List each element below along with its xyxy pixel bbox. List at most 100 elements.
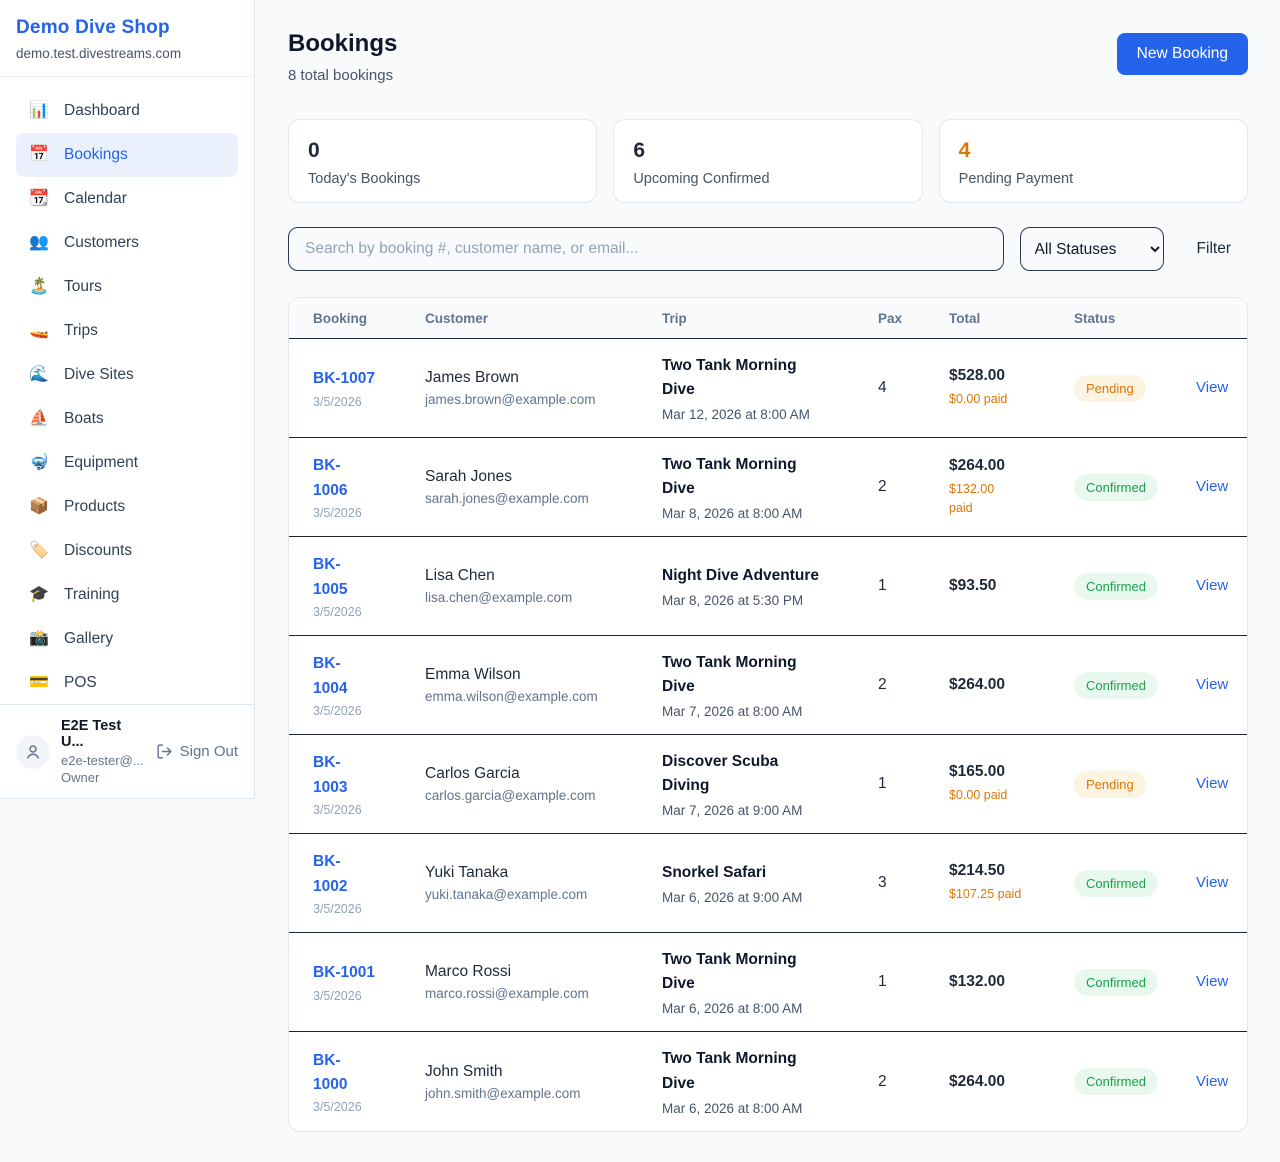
actions-cell: View: [1196, 775, 1228, 793]
total-amount: $214.50: [949, 862, 1006, 880]
booking-cell: BK- 1000 3/5/2026: [313, 1049, 425, 1114]
sidebar-item-label: Dashboard: [64, 102, 140, 119]
view-booking-link[interactable]: View: [1196, 577, 1229, 594]
sidebar-item-label: Discounts: [64, 542, 133, 559]
total-cell: $264.00 $132.00 paid: [949, 457, 1074, 516]
customer-email: lisa.chen@example.com: [425, 590, 573, 605]
view-booking-link[interactable]: View: [1196, 775, 1229, 792]
booking-id-link[interactable]: BK-1001: [313, 964, 376, 982]
total-cell: $214.50 $107.25 paid: [949, 862, 1074, 903]
sidebar-item-calendar[interactable]: 📆 Calendar: [16, 177, 238, 221]
sidebar-item-discounts[interactable]: 🏷️ Discounts: [16, 529, 238, 573]
package-icon: 📦: [29, 498, 49, 515]
trip-title: Discover Scuba Diving: [662, 752, 779, 794]
actions-cell: View: [1196, 1073, 1228, 1091]
booking-id-link[interactable]: BK- 1006: [313, 457, 348, 499]
sidebar-item-equipment[interactable]: 🤿 Equipment: [16, 441, 238, 485]
sidebar-item-training[interactable]: 🎓 Training: [16, 573, 238, 617]
trip-cell: Two Tank Morning Dive Mar 6, 2026 at 8:0…: [662, 948, 878, 1016]
sidebar-item-trips[interactable]: 🚤 Trips: [16, 309, 238, 353]
booking-date: 3/5/2026: [313, 394, 362, 409]
bookings-table: Booking Customer Trip Pax Total Status B…: [288, 297, 1248, 1132]
view-booking-link[interactable]: View: [1196, 676, 1229, 693]
view-booking-link[interactable]: View: [1196, 379, 1229, 396]
pax-value: 1: [878, 973, 887, 990]
trip-datetime: Mar 6, 2026 at 8:00 AM: [662, 1001, 803, 1017]
sidebar-item-label: Boats: [64, 410, 104, 427]
status-cell: Confirmed: [1074, 671, 1196, 699]
sidebar-item-customers[interactable]: 👥 Customers: [16, 221, 238, 265]
sidebar-item-products[interactable]: 📦 Products: [16, 485, 238, 529]
stat-value: 6: [633, 139, 646, 162]
col-header-trip: Trip: [662, 310, 687, 326]
new-booking-button[interactable]: New Booking: [1116, 33, 1248, 75]
view-booking-link[interactable]: View: [1196, 874, 1229, 891]
booking-date: 3/5/2026: [313, 802, 362, 817]
search-input[interactable]: [288, 227, 1004, 271]
sidebar-item-label: Equipment: [64, 454, 139, 471]
customer-name: Carlos Garcia: [425, 765, 520, 782]
dashboard-icon: 📊: [29, 102, 49, 119]
actions-cell: View: [1196, 478, 1228, 496]
paid-amount: $107.25 paid: [949, 887, 1022, 902]
sidebar-item-boats[interactable]: ⛵ Boats: [16, 397, 238, 441]
filter-button[interactable]: Filter: [1196, 240, 1231, 257]
customer-name: Emma Wilson: [425, 666, 521, 683]
status-select[interactable]: All Statuses: [1019, 227, 1164, 271]
sidebar-item-label: Dive Sites: [64, 366, 134, 383]
booking-id-link[interactable]: BK-1007: [313, 370, 376, 388]
actions-cell: View: [1196, 874, 1228, 892]
sidebar-item-gallery[interactable]: 📸 Gallery: [16, 617, 238, 661]
view-booking-link[interactable]: View: [1196, 973, 1229, 990]
booking-id-link[interactable]: BK- 1003: [313, 754, 348, 796]
booking-id-link[interactable]: BK- 1000: [313, 1051, 348, 1093]
camera-icon: 📸: [29, 630, 49, 647]
total-cell: $264.00: [949, 676, 1074, 694]
trip-datetime: Mar 12, 2026 at 8:00 AM: [662, 407, 810, 423]
booking-id-link[interactable]: BK- 1005: [313, 556, 348, 598]
booking-date: 3/5/2026: [313, 703, 362, 718]
person-icon: [27, 744, 39, 759]
sidebar-item-label: Bookings: [64, 146, 128, 163]
trip-title: Two Tank Morning Dive: [662, 356, 797, 398]
credit-card-icon: 💳: [29, 674, 49, 691]
booking-cell: BK- 1002 3/5/2026: [313, 850, 425, 915]
sidebar-item-tours[interactable]: 🏝️ Tours: [16, 265, 238, 309]
view-booking-link[interactable]: View: [1196, 1072, 1229, 1090]
trip-datetime: Mar 6, 2026 at 9:00 AM: [662, 890, 803, 905]
customer-cell: James Brown james.brown@example.com: [425, 369, 662, 407]
sidebar-item-dashboard[interactable]: 📊 Dashboard: [16, 89, 238, 133]
booking-cell: BK- 1006 3/5/2026: [313, 454, 425, 519]
trip-datetime: Mar 8, 2026 at 5:30 PM: [662, 593, 804, 608]
pax-value: 3: [878, 874, 887, 891]
user-section: E2E Test U... e2e-tester@... Owner Sign …: [0, 704, 254, 798]
trip-datetime: Mar 7, 2026 at 9:00 AM: [662, 803, 803, 819]
trip-title: Two Tank Morning Dive: [662, 950, 797, 992]
sidebar-item-dive-sites[interactable]: 🌊 Dive Sites: [16, 353, 238, 397]
sidebar-item-bookings[interactable]: 📅 Bookings: [16, 133, 238, 177]
total-amount: $165.00: [949, 763, 1006, 781]
booking-id-link[interactable]: BK- 1004: [313, 655, 348, 697]
view-booking-link[interactable]: View: [1196, 478, 1229, 495]
brand-domain: demo.test.divestreams.com: [16, 46, 182, 61]
sidebar-item-label: Calendar: [64, 190, 127, 207]
logout-icon: [157, 744, 172, 759]
sign-out-button[interactable]: Sign Out: [156, 743, 238, 760]
sidebar-item-pos[interactable]: 💳 POS: [16, 661, 238, 705]
sign-out-label: Sign Out: [179, 743, 238, 760]
booking-id-link[interactable]: BK- 1002: [313, 853, 348, 895]
total-cell: $93.50: [949, 577, 1074, 595]
status-badge: Pending: [1074, 374, 1146, 402]
user-email: e2e-tester@...: [61, 753, 144, 768]
booking-row: BK-1001 3/5/2026 Marco Rossi marco.rossi…: [289, 933, 1247, 1032]
status-cell: Confirmed: [1074, 869, 1196, 897]
bookings-table-body: BK-1007 3/5/2026 James Brown james.brown…: [289, 339, 1247, 1131]
customers-icon: 👥: [29, 234, 49, 251]
actions-cell: View: [1196, 676, 1228, 694]
trip-cell: Two Tank Morning Dive Mar 12, 2026 at 8:…: [662, 354, 878, 422]
customer-email: sarah.jones@example.com: [425, 491, 589, 506]
wave-icon: 🌊: [29, 366, 49, 383]
pax-value: 2: [878, 676, 887, 693]
status-badge: Confirmed: [1074, 473, 1158, 501]
status-cell: Confirmed: [1074, 572, 1196, 600]
